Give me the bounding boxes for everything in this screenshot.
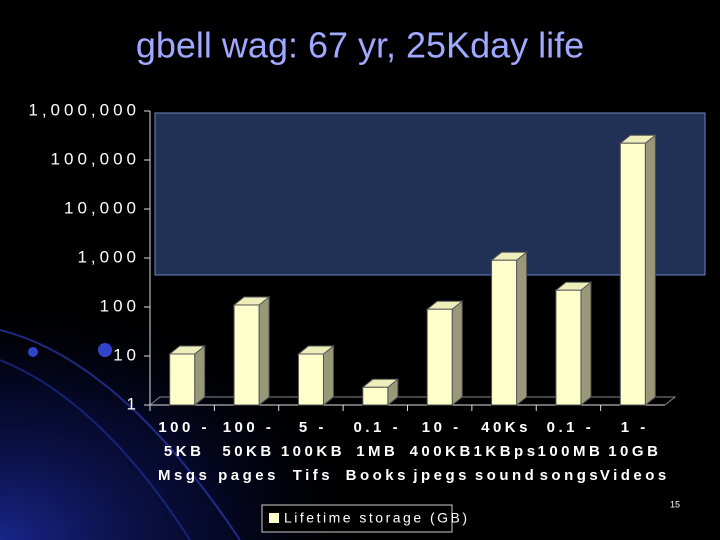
bar bbox=[425, 300, 464, 407]
bar-front bbox=[555, 289, 582, 406]
legend-label: Lifetime storage (GB) bbox=[284, 510, 470, 526]
swirl-dot bbox=[28, 347, 38, 357]
bar bbox=[361, 378, 400, 407]
legend-box bbox=[261, 504, 453, 533]
bar-side bbox=[644, 134, 656, 407]
x-tick-label: 5 -100KB Tifs bbox=[281, 419, 345, 484]
bar bbox=[618, 134, 657, 407]
bar-front bbox=[619, 142, 646, 406]
x-tick-label: 0.1 -1MB Books bbox=[346, 419, 409, 484]
x-tick-label: 100 -5KB Msgs bbox=[158, 419, 210, 484]
y-tick-label: 1,000,000 bbox=[28, 100, 140, 119]
back-floor bbox=[149, 396, 677, 406]
swirl-line bbox=[0, 359, 191, 540]
y-tick-label: 10,000 bbox=[64, 198, 140, 217]
x-tick-label: 40Ks 1KBps sound bbox=[474, 419, 539, 484]
y-tick-label: 1 bbox=[127, 394, 140, 413]
bar bbox=[168, 344, 207, 407]
slide-title: gbell wag: 67 yr, 25Kday life bbox=[136, 25, 584, 66]
bar-front bbox=[362, 386, 389, 406]
bar-front bbox=[297, 353, 324, 406]
x-tick-label: 1 -10GB Videos bbox=[600, 419, 670, 484]
x-tick-label: 100 -50KB pages bbox=[218, 419, 279, 484]
swirl-line bbox=[0, 329, 241, 540]
x-tick-label: 10 -400KB jpegs bbox=[410, 419, 474, 484]
y-tick-label: 1,000 bbox=[77, 247, 140, 266]
bar-side bbox=[451, 300, 463, 407]
bar-side bbox=[580, 281, 592, 407]
bar-front bbox=[491, 259, 518, 406]
page-number: 15 bbox=[670, 499, 680, 509]
legend-swatch bbox=[269, 513, 279, 523]
x-tick-label: 0.1 -100MB songs bbox=[538, 419, 604, 484]
bar bbox=[232, 295, 271, 407]
highlight-box bbox=[154, 112, 706, 276]
bar-front bbox=[426, 308, 453, 406]
swirl-dot bbox=[98, 343, 112, 357]
y-tick-label: 10 bbox=[113, 345, 140, 364]
bar-side bbox=[194, 344, 206, 407]
y-tick-label: 100 bbox=[100, 296, 140, 315]
bar bbox=[490, 251, 528, 407]
bar bbox=[554, 281, 593, 407]
bar-front bbox=[233, 304, 260, 406]
bar-side bbox=[322, 344, 334, 407]
y-tick-label: 100,000 bbox=[51, 149, 140, 168]
bar bbox=[297, 344, 335, 407]
bar-side bbox=[516, 251, 528, 407]
bar-front bbox=[169, 353, 196, 406]
bar-side bbox=[258, 295, 270, 407]
